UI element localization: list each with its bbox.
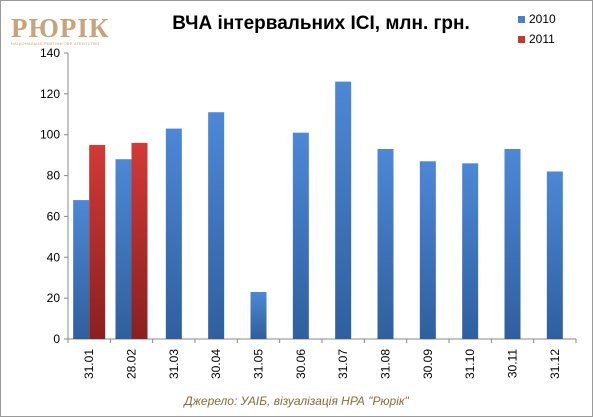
source-note: Джерело: УАІБ, візуалізація НРА "Рюрік" (184, 394, 409, 408)
legend-label-2010: 2010 (529, 12, 556, 26)
bar-2010 (115, 159, 132, 339)
x-tick-label: 30.09 (421, 349, 435, 379)
y-tick-label: 100 (40, 128, 60, 142)
x-tick-label: 30.06 (294, 349, 308, 379)
bar-2010 (250, 292, 267, 339)
y-tick-label: 20 (47, 291, 61, 305)
y-tick-label: 140 (40, 46, 60, 60)
bar-2011 (89, 144, 106, 339)
legend-label-2011: 2011 (529, 32, 555, 46)
chart-title: ВЧА інтервальних ІСІ, млн. грн. (172, 13, 470, 34)
x-tick-label: 30.11 (506, 349, 520, 378)
logo-subtitle: НАЦІОНАЛЬНЕ РЕЙТИНГОВЕ АГЕНТСТВО (11, 41, 100, 46)
bar-2010 (335, 81, 352, 339)
y-tick-label: 60 (47, 209, 61, 223)
x-tick-label: 31.12 (548, 349, 562, 379)
y-tick-label: 80 (47, 169, 61, 183)
bar-2010 (504, 149, 521, 339)
legend-item-2011: 2011 (518, 29, 556, 49)
x-tick-label: 31.03 (167, 349, 181, 379)
y-tick-label: 40 (47, 250, 61, 264)
bar-2010 (292, 132, 309, 339)
legend-item-2010: 2010 (518, 9, 556, 29)
bar-2010 (73, 200, 90, 339)
x-tick-label: 31.10 (463, 349, 477, 379)
bar-2010 (208, 112, 225, 339)
x-tick-label: 31.05 (252, 349, 266, 379)
bar-2010 (546, 171, 563, 339)
bar-2010 (377, 149, 394, 339)
x-tick-label: 31.08 (379, 349, 393, 379)
x-tick-label: 31.01 (82, 349, 96, 379)
logo: РЮРІК (11, 13, 110, 43)
legend-swatch-2010 (518, 15, 525, 23)
x-tick-label: 30.04 (209, 349, 223, 379)
legend-swatch-2011 (518, 35, 525, 43)
bar-2010 (165, 128, 182, 339)
x-tick-label: 28.02 (125, 349, 139, 379)
bar-2010 (419, 161, 436, 339)
x-tick-label: 31.07 (336, 349, 350, 379)
y-tick-label: 0 (53, 332, 60, 346)
bar-2011 (131, 142, 148, 339)
legend: 2010 2011 (518, 9, 556, 49)
y-tick-label: 120 (40, 87, 60, 101)
bar-2010 (462, 163, 479, 339)
